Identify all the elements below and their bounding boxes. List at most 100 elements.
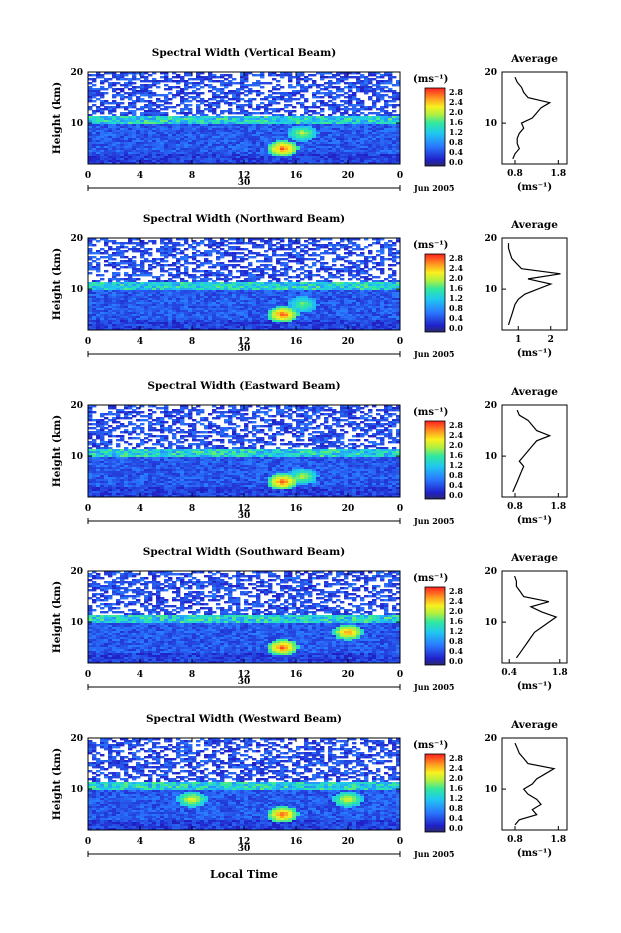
colorbar-tick-label: 0.4 xyxy=(449,147,463,157)
heatmap-cell xyxy=(276,270,280,272)
heatmap-cell xyxy=(112,96,116,98)
heatmap-cell xyxy=(160,80,164,82)
heatmap-cell xyxy=(204,78,208,80)
heatmap-cell xyxy=(212,266,216,268)
heatmap-cell xyxy=(156,250,160,252)
heatmap-cell xyxy=(328,252,332,254)
heatmap-cell xyxy=(364,266,368,268)
heatmap-cell xyxy=(320,252,324,254)
heatmap-cell xyxy=(304,80,308,82)
heatmap-cell xyxy=(268,248,272,250)
heatmap-cell xyxy=(244,274,248,276)
heatmap-cell xyxy=(96,76,100,78)
heatmap-cell xyxy=(132,78,136,80)
heatmap-cell xyxy=(348,242,352,244)
heatmap-cell xyxy=(384,74,388,76)
heatmap-cell xyxy=(208,278,212,280)
heatmap-cell xyxy=(224,254,228,256)
heatmap-cell xyxy=(128,266,132,268)
heatmap-cell xyxy=(216,96,220,98)
heatmap-cell xyxy=(172,268,176,270)
heatmap-cell xyxy=(292,110,296,112)
heatmap-cell xyxy=(372,106,376,108)
heatmap-cell xyxy=(188,112,192,114)
heatmap-cell xyxy=(180,252,184,254)
heatmap-cell xyxy=(360,272,364,274)
heatmap-cell xyxy=(296,102,300,104)
heatmap-cell xyxy=(172,96,176,98)
y-tick-label: 20 xyxy=(70,68,83,78)
heatmap-cell xyxy=(128,112,132,114)
heatmap-cell xyxy=(108,112,112,114)
heatmap-cell xyxy=(188,86,192,88)
heatmap-cell xyxy=(244,242,248,244)
heatmap-cell xyxy=(268,82,272,84)
heatmap-cell xyxy=(288,248,292,250)
heatmap-cell xyxy=(160,254,164,256)
heatmap-cell xyxy=(304,270,308,272)
average-y-tick-label: 20 xyxy=(484,68,497,78)
heatmap-cell xyxy=(320,276,324,278)
heatmap-cell xyxy=(332,76,336,78)
heatmap-cell xyxy=(180,92,184,94)
heatmap-cell xyxy=(132,94,136,96)
heatmap-cell xyxy=(172,106,176,108)
heatmap-cell xyxy=(252,108,256,110)
heatmap-cell xyxy=(168,106,172,108)
heatmap-cell xyxy=(300,262,304,264)
heatmap-cell xyxy=(264,250,268,252)
heatmap-cell xyxy=(316,106,320,108)
heatmap-cell xyxy=(188,276,192,278)
heatmap-cell xyxy=(236,256,240,258)
heatmap-cell xyxy=(92,112,96,114)
heatmap-cell xyxy=(104,88,108,90)
heatmap-cell xyxy=(248,256,252,258)
heatmap-cell xyxy=(120,106,124,108)
heatmap-cell xyxy=(116,88,120,90)
heatmap-cell xyxy=(168,98,172,100)
heatmap-cell xyxy=(236,276,240,278)
heatmap-cell xyxy=(280,86,284,88)
heatmap-cell xyxy=(288,268,292,270)
heatmap-cell xyxy=(196,254,200,256)
heatmap-cell xyxy=(240,248,244,250)
heatmap-cell xyxy=(312,74,316,76)
heatmap-cell xyxy=(136,78,140,80)
heatmap-cell xyxy=(340,246,344,248)
heatmap-cell xyxy=(224,78,228,80)
heatmap-cell xyxy=(104,92,108,94)
heatmap-cell xyxy=(228,274,232,276)
heatmap-cell xyxy=(368,82,372,84)
heatmap-cell xyxy=(384,278,388,280)
heatmap-cell xyxy=(324,270,328,272)
heatmap-cell xyxy=(208,246,212,248)
heatmap-cell xyxy=(248,268,252,270)
heatmap-cell xyxy=(92,268,96,270)
heatmap-cell xyxy=(256,94,260,96)
heatmap-cell xyxy=(304,276,308,278)
heatmap-cell xyxy=(196,88,200,90)
heatmap-cell xyxy=(344,78,348,80)
heatmap-cell xyxy=(332,276,336,278)
heatmap-cell xyxy=(100,252,104,254)
x-tick-label: 20 xyxy=(342,171,355,181)
heatmap-cell xyxy=(96,98,100,100)
heatmap-cell xyxy=(320,246,324,248)
heatmap-cell xyxy=(388,96,392,98)
heatmap-cell xyxy=(104,244,108,246)
heatmap-cell xyxy=(244,266,248,268)
heatmap-cell xyxy=(124,246,128,248)
average-frame xyxy=(502,72,567,164)
heatmap-cell xyxy=(212,98,216,100)
heatmap-cell xyxy=(104,252,108,254)
heatmap-cell xyxy=(104,264,108,266)
heatmap-cell xyxy=(288,260,292,262)
heatmap-cell xyxy=(368,260,372,262)
heatmap-cell xyxy=(140,274,144,276)
heatmap-cell xyxy=(352,266,356,268)
heatmap-cell xyxy=(292,98,296,100)
heatmap-cell xyxy=(220,256,224,258)
heatmap-cell xyxy=(164,102,168,104)
heatmap-cell xyxy=(116,106,120,108)
heatmap-cell xyxy=(240,260,244,262)
